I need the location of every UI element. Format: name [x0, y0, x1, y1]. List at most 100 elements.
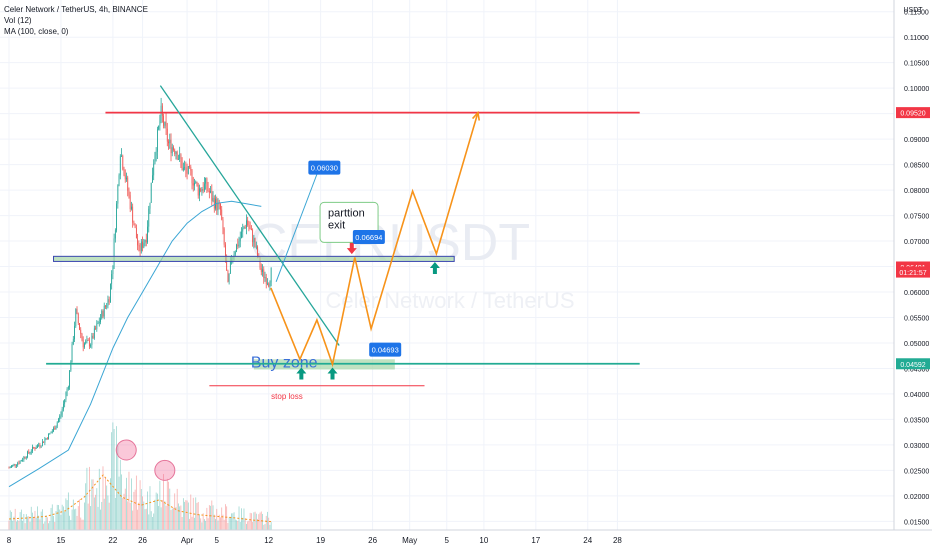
- candle-body: [164, 121, 166, 126]
- candle-body: [18, 463, 20, 464]
- time-tick-label: 19: [316, 536, 325, 545]
- volume-bar: [250, 513, 252, 530]
- candle-body: [255, 246, 257, 248]
- volume-bar: [54, 521, 56, 530]
- candle-body: [17, 463, 19, 466]
- candle-body: [55, 426, 57, 430]
- time-tick-label: 8: [7, 536, 12, 545]
- volume-bar: [77, 506, 79, 530]
- volume-bar: [174, 493, 176, 530]
- candle-body: [173, 147, 174, 150]
- candle-body: [206, 178, 208, 189]
- candle-body: [69, 370, 70, 388]
- candle-body: [205, 178, 207, 184]
- volume-bar: [208, 505, 210, 530]
- volume-bar: [147, 491, 148, 530]
- volume-bar: [152, 516, 153, 530]
- candle-body: [210, 191, 211, 193]
- volume-bar: [164, 501, 166, 530]
- volume-bar: [211, 500, 213, 530]
- volume-bar: [229, 516, 231, 530]
- candle-body: [45, 438, 47, 440]
- callout-label: 0.04693: [372, 346, 399, 355]
- candle-body: [29, 452, 31, 454]
- arrow-up-icon: [429, 262, 440, 275]
- candle-body: [192, 183, 194, 186]
- candle-body: [35, 447, 37, 449]
- candle-body: [11, 465, 12, 468]
- volume-bar: [16, 521, 17, 530]
- candle-body: [195, 181, 197, 183]
- candle-body: [176, 151, 178, 160]
- candle-body: [37, 445, 38, 448]
- volume-bar: [227, 522, 229, 530]
- volume-bar: [39, 519, 41, 530]
- volume-bar: [239, 521, 241, 530]
- callout-badge: [308, 160, 341, 175]
- volume-bar: [113, 428, 115, 530]
- price-tick-label: 0.11000: [904, 35, 929, 42]
- highlight-circle: [115, 439, 137, 461]
- volume-bar: [132, 510, 134, 530]
- volume-bar: [27, 516, 28, 530]
- candle-body: [103, 305, 105, 317]
- price-tick-label: 0.07500: [904, 214, 929, 221]
- volume-bar: [67, 492, 69, 530]
- callout-label: 0.06694: [355, 233, 382, 242]
- volume-bar: [142, 496, 143, 530]
- volume-bar: [201, 522, 203, 530]
- volume-bar: [29, 521, 31, 530]
- candle-body: [123, 169, 125, 176]
- candle-body: [27, 451, 28, 458]
- volume-bar: [215, 518, 216, 530]
- candle-body: [76, 309, 78, 314]
- volume-bar: [200, 518, 202, 530]
- candle-body: [28, 451, 30, 453]
- volume-bar: [35, 517, 37, 530]
- candle-body: [189, 165, 190, 167]
- volume-bar: [158, 505, 160, 530]
- volume-bar: [12, 520, 14, 530]
- volume-bar: [30, 506, 32, 530]
- candle-body: [202, 189, 204, 191]
- candle-body: [134, 225, 136, 228]
- projection-line: [275, 172, 319, 282]
- volume-bar: [123, 493, 125, 530]
- volume-bar: [90, 506, 92, 530]
- candle-body: [122, 155, 124, 170]
- volume-bar: [128, 471, 130, 530]
- volume-bar: [122, 497, 124, 530]
- volume-bar: [38, 515, 40, 530]
- volume-bar: [228, 517, 230, 530]
- volume-bar: [171, 508, 173, 530]
- resistance-zone: [53, 255, 455, 262]
- volume-bar: [223, 519, 225, 530]
- candle-body: [114, 230, 116, 239]
- volume-bar: [80, 517, 82, 530]
- volume-bar: [76, 515, 78, 530]
- candle-body: [169, 139, 171, 144]
- volume-bar: [72, 499, 74, 530]
- volume-bar: [111, 432, 113, 530]
- candle-body: [112, 265, 114, 275]
- volume-bar: [168, 481, 169, 530]
- candle-body: [60, 414, 62, 416]
- volume-bar: [254, 511, 256, 530]
- volume-bar: [49, 521, 51, 530]
- candle-body: [75, 309, 77, 327]
- volume-bar: [58, 505, 59, 530]
- volume-bar: [63, 506, 64, 530]
- volume-bar: [165, 505, 167, 530]
- candle-body: [113, 238, 115, 266]
- volume-bar: [40, 511, 42, 530]
- candle-body: [56, 422, 58, 427]
- volume-bar: [33, 517, 35, 530]
- candle-body: [257, 246, 258, 257]
- volume-bar: [124, 488, 126, 530]
- volume-bar: [192, 497, 194, 530]
- volume-bar: [186, 500, 188, 530]
- volume-bar: [103, 498, 105, 530]
- candle-body: [64, 399, 66, 404]
